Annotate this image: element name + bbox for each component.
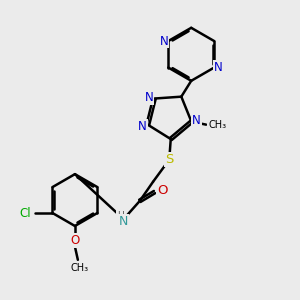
Text: N: N [138,120,147,133]
Text: N: N [160,34,168,48]
Text: O: O [158,184,168,197]
Text: H: H [117,211,124,220]
Text: O: O [70,234,80,247]
Text: S: S [165,153,173,166]
Text: Cl: Cl [20,206,31,220]
Text: CH₃: CH₃ [208,120,226,130]
Text: N: N [214,61,223,74]
Text: N: N [118,215,128,228]
Text: CH₃: CH₃ [70,263,88,273]
Text: N: N [145,91,154,103]
Text: N: N [192,114,201,127]
